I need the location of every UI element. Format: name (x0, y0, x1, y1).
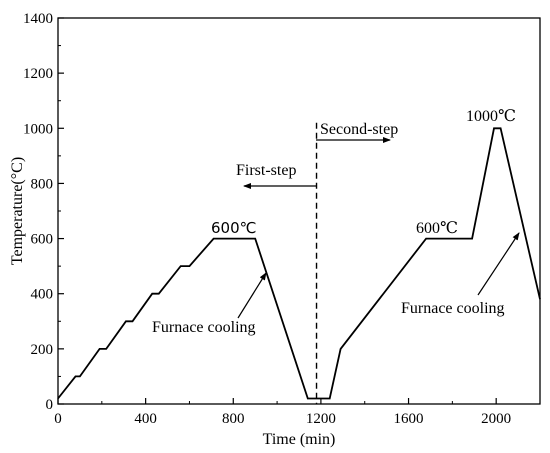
y-tick-label: 800 (31, 176, 54, 192)
x-tick-label: 1600 (394, 411, 424, 427)
y-tick-label: 1000 (23, 121, 53, 137)
temperature-series-line (57, 127, 541, 400)
label-1000: 1000℃ (466, 108, 516, 125)
label-600-right: 600℃ (416, 220, 458, 237)
label-600-left: 600℃ (211, 219, 256, 237)
x-tick-label: 0 (54, 411, 62, 427)
x-axis-ticks: 0 400 800 1200 1600 2000 (54, 398, 511, 427)
furnace-cooling-left-label: Furnace cooling (152, 319, 256, 336)
x-tick-label: 2000 (481, 411, 511, 427)
y-axis-ticks: 0 200 400 600 800 1000 1200 1400 (23, 11, 64, 413)
y-axis-label: Temperature(°C) (9, 157, 26, 265)
first-step-label: First-step (236, 162, 296, 179)
furnace-cooling-left-arrow (237, 272, 267, 319)
plot-frame (57, 17, 541, 405)
x-tick-label: 800 (222, 411, 245, 427)
y-tick-label: 1400 (23, 11, 53, 27)
y-tick-label: 600 (31, 232, 54, 248)
x-tick-label: 400 (134, 411, 157, 427)
y-tick-label: 0 (46, 397, 54, 413)
y-tick-label: 200 (31, 342, 54, 358)
y-tick-label: 1200 (23, 66, 53, 82)
second-step-label: Second-step (320, 121, 398, 138)
furnace-cooling-right-label: Furnace cooling (401, 300, 505, 317)
x-axis-label: Time (min) (263, 431, 336, 448)
furnace-cooling-right-arrow (477, 232, 520, 296)
y-tick-label: 400 (31, 287, 54, 303)
x-tick-label: 1200 (306, 411, 336, 427)
